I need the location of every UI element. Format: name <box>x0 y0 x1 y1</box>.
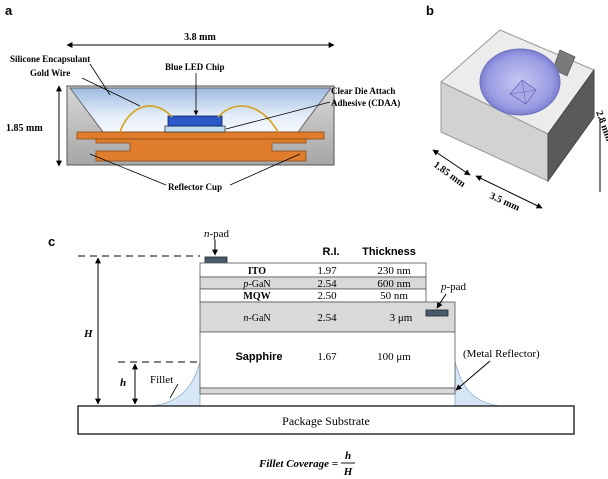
blue-led-chip <box>167 115 223 127</box>
height-3d-dimension-label: 2.8 mm <box>593 109 608 143</box>
cdaa-layer <box>164 125 226 133</box>
panel-a-letter: a <box>5 3 13 18</box>
pgan-thickness: 600 nm <box>377 278 411 290</box>
depth-dimension-label: 1.85 mm <box>431 160 468 191</box>
p-pad-label: p-pad <box>440 281 467 293</box>
silicone-label: Silicone Encapsulant <box>10 54 90 64</box>
sapphire-name: Sapphire <box>235 351 282 363</box>
chip-edge-2 <box>509 89 537 95</box>
panel-b: b 1.85 mm 3.5 mm 2.8 mm <box>426 3 608 214</box>
big-h-label: H <box>83 328 93 340</box>
mqw-ri: 2.50 <box>317 290 337 302</box>
height-dimension-label: 1.85 mm <box>6 123 43 134</box>
reflector-leader-left <box>89 153 167 186</box>
blue-led-label: Blue LED Chip <box>165 62 225 72</box>
ngan-name: n-GaN <box>243 313 270 324</box>
n-pad-label: n-pad <box>204 228 230 240</box>
depth-dimension-arrow <box>432 149 471 176</box>
panel-c-letter: c <box>48 234 55 249</box>
gold-wire-right <box>217 105 279 133</box>
fillet-leader <box>169 383 179 399</box>
reflector-leader-right <box>229 153 301 186</box>
gold-wire-leader <box>81 77 141 107</box>
formula-numerator: h <box>345 450 351 462</box>
formula-denominator: H <box>343 466 353 478</box>
cdaa-label-line2: Adhesive (CDAA) <box>331 98 400 108</box>
ngan-ri: 2.54 <box>317 312 337 324</box>
p-pad-arrow <box>436 293 447 309</box>
metal-reflector-layer <box>199 387 456 395</box>
lead-frame-top <box>76 131 325 140</box>
small-h-label: h <box>120 377 126 389</box>
p-pad <box>425 309 449 317</box>
panel-a: a 3.8 mm 1.85 mm Silicone Encapsulant Go… <box>5 3 400 192</box>
mqw-thickness: 50 nm <box>380 290 408 302</box>
gold-wire-label: Gold Wire <box>30 68 70 78</box>
pgan-name: p-GaN <box>242 279 270 290</box>
ngan-thickness: 3 μm <box>390 312 413 324</box>
package-notch <box>552 49 576 77</box>
sapphire-layer <box>199 331 456 389</box>
panel-b-letter: b <box>426 3 434 18</box>
width-3d-dimension-arrow <box>475 175 543 209</box>
sapphire-ri: 1.67 <box>317 351 337 363</box>
package-right-face <box>547 68 595 183</box>
metal-reflector-label: (Metal Reflector) <box>463 348 540 360</box>
ito-thickness: 230 nm <box>377 265 411 277</box>
panel-c: c R.I. Thickness n-pad p-pad ITO p-GaN M… <box>48 228 575 478</box>
mqw-name: MQW <box>243 291 270 302</box>
lead-frame-body <box>95 138 307 162</box>
package-substrate-label: Package Substrate <box>282 414 370 428</box>
cdaa-leader <box>225 101 331 130</box>
fillet-right <box>454 361 501 407</box>
n-pad <box>204 256 228 264</box>
sapphire-thickness: 100 μm <box>377 351 411 363</box>
formula-lhs: Fillet Coverage = <box>258 458 338 470</box>
ito-name: ITO <box>248 266 266 277</box>
fillet-label: Fillet <box>150 374 173 386</box>
metal-reflector-arrow <box>455 360 491 391</box>
cdaa-label-line1: Clear Die Attach <box>331 86 395 96</box>
ngan-layer <box>199 301 456 333</box>
width-dimension-label: 3.8 mm <box>184 32 216 43</box>
reflector-cup-label: Reflector Cup <box>168 182 222 192</box>
package-substrate <box>77 405 575 435</box>
gold-wire-left <box>119 105 173 133</box>
thickness-column-header: Thickness <box>362 246 416 258</box>
pgan-ri: 2.54 <box>317 278 337 290</box>
ito-ri: 1.97 <box>317 265 337 277</box>
width-3d-dimension-label: 3.5 mm <box>488 191 522 214</box>
ri-column-header: R.I. <box>322 246 339 258</box>
